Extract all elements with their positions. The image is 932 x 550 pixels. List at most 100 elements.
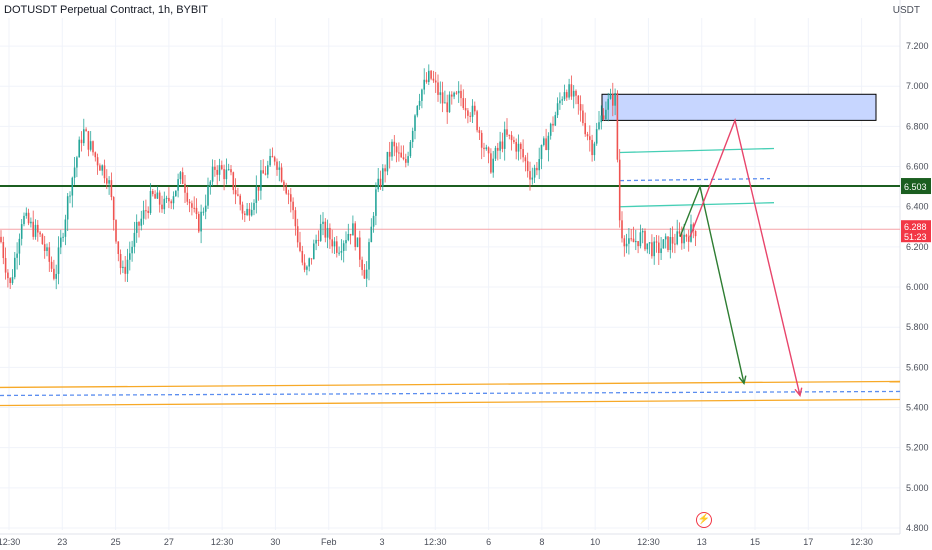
x-tick-label: 15 [750,537,760,547]
candle-body [395,146,398,153]
candle-body [517,143,520,152]
candle-body [156,192,159,199]
candle-body [0,236,2,243]
supply-zone-rect [601,93,877,121]
candle-body [586,134,589,137]
candle-body [476,111,478,131]
candle-body [646,243,649,250]
candle-body [66,196,69,220]
candle-body [106,178,108,184]
candle-body [87,131,90,150]
candle-body [593,143,596,156]
green-projection-arrowhead [738,375,747,385]
candle-body [352,223,354,236]
candle-body [138,222,140,226]
candle-body [508,134,511,136]
candle-body [85,129,87,132]
candle-body [342,243,345,251]
candle-body [92,141,94,153]
candle-body [552,123,554,126]
candle-body [602,115,605,120]
x-tick-label: 25 [111,537,121,547]
candle-body [439,92,442,95]
candle-body [181,172,184,184]
candle-body [310,258,313,260]
candle-body [533,167,536,178]
trend-line [0,380,901,389]
candle-body [384,168,386,172]
candle-body [264,173,267,175]
candle-body [142,210,145,219]
candle-body [234,190,237,195]
candle-body [363,269,366,279]
x-tick-label: 13 [697,537,707,547]
candle-body [409,142,412,157]
candle-body [529,171,531,180]
candle-body [347,233,350,241]
candle-body [163,198,166,210]
candle-body [365,269,368,279]
candle-body [62,236,64,238]
candle-body [290,194,292,202]
candle-body [356,237,359,247]
x-tick-label: 12:30 [0,537,20,547]
candle-body [64,219,67,237]
candle-body [25,212,28,216]
candle-body [520,143,522,150]
candle-body [83,129,85,144]
flash-icon[interactable]: ⚡ [696,512,712,528]
candle-body [628,238,630,244]
candle-body [165,197,168,199]
candle-body [635,241,637,243]
candle-body [126,259,129,274]
candle-body [278,167,281,170]
candle-body [336,241,338,253]
candle-body [687,236,690,242]
candle-body [492,158,494,173]
candle-body [425,79,428,83]
candle-body [122,266,124,269]
candle-body [494,147,497,159]
candle-body [209,181,212,187]
candle-body [218,165,221,175]
candle-body [623,238,626,247]
candle-body [570,84,573,97]
candle-body [676,231,678,245]
candle-body [248,208,251,216]
candle-body [292,201,294,211]
candle-body [306,266,308,270]
candle-body [211,166,214,182]
candle-body [239,195,241,205]
candle-body [616,93,619,160]
candle-body [391,141,393,157]
red-projection-path [689,118,801,396]
candle-body [338,252,340,254]
candle-body [446,102,448,113]
candle-body [2,242,5,259]
candle-body [655,241,658,243]
candle-body [276,161,278,170]
candle-body [149,191,152,213]
candle-body [393,141,396,147]
candle-body [591,139,593,156]
candle-body [186,192,189,202]
candle-body [48,247,51,262]
candle-body [556,103,559,116]
trend-line [619,202,775,208]
x-tick-label: 12:30 [850,537,873,547]
candle-body [267,165,269,175]
candle-body [145,210,147,212]
candle-body [621,220,623,239]
candle-body [269,155,271,166]
candle-body [681,233,683,244]
candle-body [172,196,175,204]
candle-body [301,250,304,263]
candle-body [285,186,287,194]
candle-body [255,186,258,203]
y-tick-label: 7.000 [906,81,929,91]
candle-body [315,239,317,244]
candle-body [11,277,14,284]
candle-body [678,231,681,234]
candle-body [4,258,7,273]
